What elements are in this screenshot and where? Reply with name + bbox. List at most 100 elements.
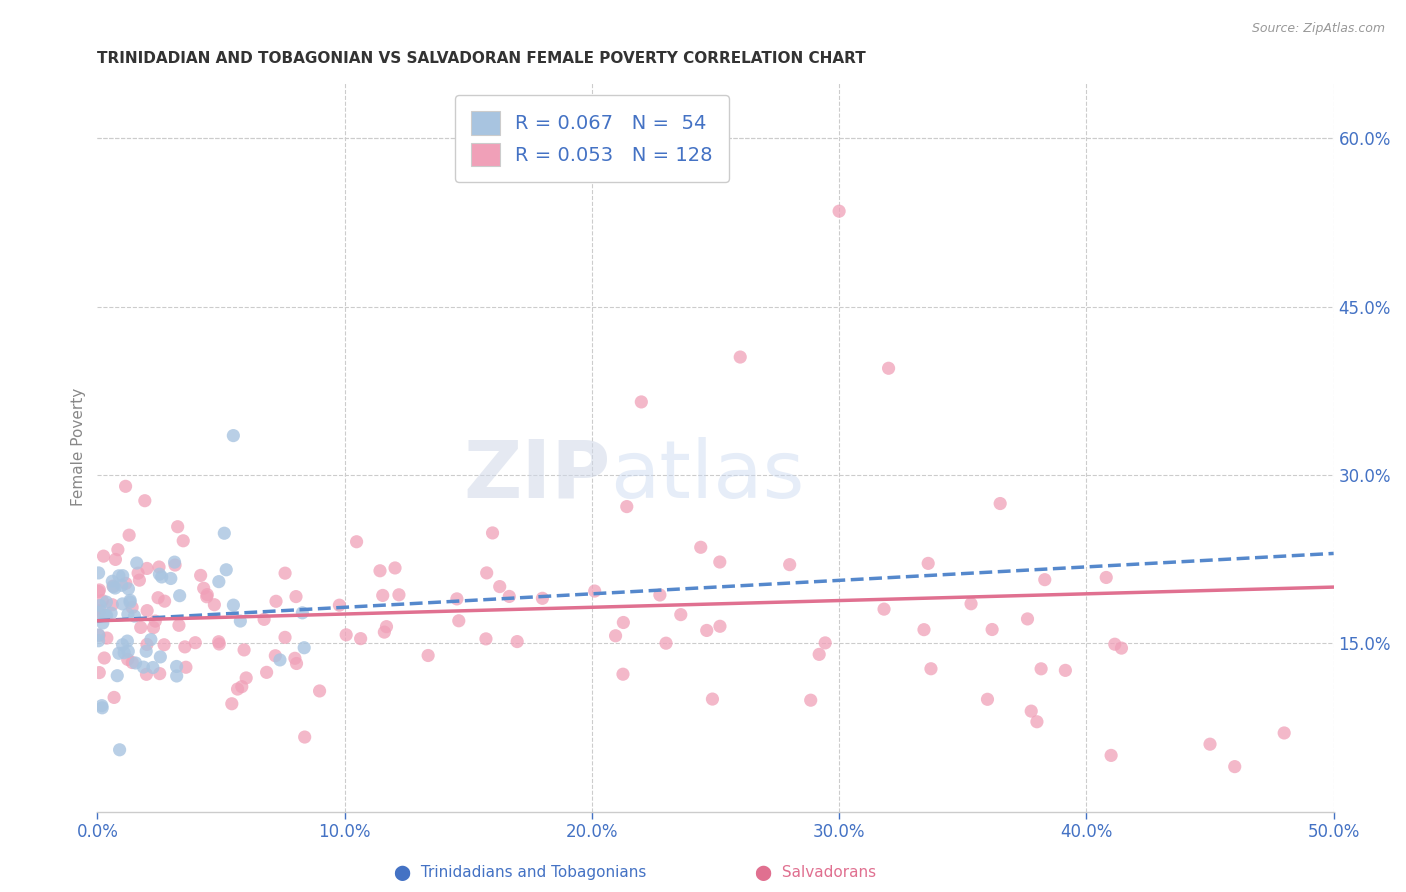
Point [481, 525, 503, 540]
Point [475, 632, 498, 646]
Text: atlas: atlas [610, 437, 804, 515]
Point [149, 666, 172, 681]
Point [159, 572, 181, 586]
Point [111, 638, 134, 652]
Point [118, 595, 141, 609]
Point [269, 653, 291, 667]
Point [104, 552, 127, 566]
Point [531, 591, 554, 606]
Point [384, 561, 406, 575]
Point [222, 598, 245, 612]
Point [117, 652, 139, 666]
Point [728, 350, 751, 364]
Point [709, 555, 731, 569]
Point [630, 395, 652, 409]
Point [134, 493, 156, 508]
Point [800, 693, 823, 707]
Point [475, 566, 498, 580]
Point [143, 614, 166, 628]
Point [96, 608, 118, 623]
Point [976, 692, 998, 706]
Point [166, 669, 188, 683]
Point [612, 667, 634, 681]
Point [93, 651, 115, 665]
Point [498, 590, 520, 604]
Point [446, 591, 468, 606]
Point [808, 648, 831, 662]
Point [292, 640, 315, 655]
Point [100, 606, 122, 620]
Text: ⬤  Trinidadians and Tobagonians: ⬤ Trinidadians and Tobagonians [394, 865, 647, 881]
Point [226, 681, 249, 696]
Point [150, 570, 173, 584]
Point [231, 680, 253, 694]
Point [129, 620, 152, 634]
Point [87, 609, 110, 624]
Point [87, 566, 110, 580]
Point [89, 604, 111, 618]
Point [87, 628, 110, 642]
Point [193, 581, 215, 595]
Point [308, 684, 330, 698]
Point [235, 671, 257, 685]
Point [124, 609, 146, 624]
Point [103, 580, 125, 594]
Point [328, 598, 350, 612]
Point [167, 618, 190, 632]
Point [828, 204, 851, 219]
Point [114, 576, 136, 591]
Point [208, 637, 231, 651]
Point [814, 636, 837, 650]
Point [335, 628, 357, 642]
Point [153, 594, 176, 608]
Point [91, 701, 114, 715]
Point [96, 595, 118, 609]
Point [120, 593, 142, 607]
Point [89, 665, 111, 680]
Point [117, 634, 139, 648]
Point [274, 631, 297, 645]
Point [1033, 573, 1056, 587]
Point [93, 549, 115, 563]
Point [89, 582, 111, 597]
Point [1026, 714, 1049, 729]
Point [202, 598, 225, 612]
Point [117, 644, 139, 658]
Point [101, 579, 124, 593]
Point [127, 566, 149, 581]
Text: TRINIDADIAN AND TOBAGONIAN VS SALVADORAN FEMALE POVERTY CORRELATION CHART: TRINIDADIAN AND TOBAGONIAN VS SALVADORAN… [97, 51, 866, 66]
Point [111, 578, 134, 592]
Point [124, 656, 146, 670]
Point [616, 500, 638, 514]
Point [135, 667, 157, 681]
Point [1095, 570, 1118, 584]
Point [612, 615, 634, 630]
Point [233, 643, 256, 657]
Point [418, 648, 440, 663]
Point [229, 614, 252, 628]
Point [284, 651, 307, 665]
Point [107, 542, 129, 557]
Point [605, 629, 627, 643]
Point [169, 589, 191, 603]
Point [87, 628, 110, 642]
Point [105, 669, 128, 683]
Point [1019, 704, 1042, 718]
Point [488, 580, 510, 594]
Point [136, 604, 159, 618]
Point [583, 584, 606, 599]
Legend: R = 0.067   N =  54, R = 0.053   N = 128: R = 0.067 N = 54, R = 0.053 N = 128 [456, 95, 728, 182]
Point [94, 608, 117, 623]
Point [447, 614, 470, 628]
Point [108, 646, 131, 660]
Point [166, 519, 188, 533]
Point [375, 620, 398, 634]
Point [1223, 759, 1246, 773]
Point [148, 567, 170, 582]
Point [148, 560, 170, 574]
Point [696, 624, 718, 638]
Point [373, 625, 395, 640]
Point [165, 558, 187, 572]
Point [1111, 641, 1133, 656]
Point [190, 568, 212, 582]
